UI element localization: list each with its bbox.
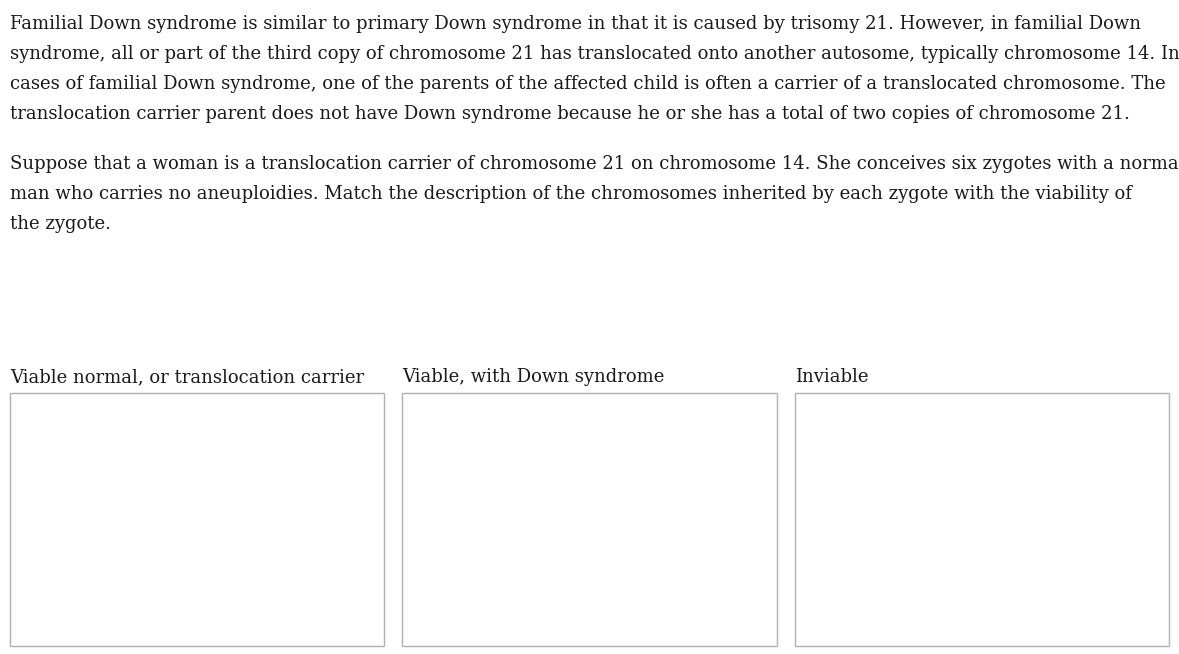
Text: Viable, with Down syndrome: Viable, with Down syndrome [402, 368, 665, 386]
Text: syndrome, all or part of the third copy of chromosome 21 has translocated onto a: syndrome, all or part of the third copy … [9, 45, 1179, 63]
Text: cases of familial Down syndrome, one of the parents of the affected child is oft: cases of familial Down syndrome, one of … [9, 75, 1166, 93]
Text: Inviable: Inviable [795, 368, 868, 386]
Text: Suppose that a woman is a translocation carrier of chromosome 21 on chromosome 1: Suppose that a woman is a translocation … [9, 155, 1179, 173]
Text: the zygote.: the zygote. [9, 215, 111, 233]
Text: Familial Down syndrome is similar to primary Down syndrome in that it is caused : Familial Down syndrome is similar to pri… [9, 15, 1141, 33]
Text: man who carries no aneuploidies. Match the description of the chromosomes inheri: man who carries no aneuploidies. Match t… [9, 185, 1132, 203]
Bar [402, 393, 777, 646]
Text: Viable normal, or translocation carrier: Viable normal, or translocation carrier [9, 368, 364, 386]
Text: translocation carrier parent does not have Down syndrome because he or she has a: translocation carrier parent does not ha… [9, 105, 1129, 123]
Bar [9, 393, 384, 646]
Bar [795, 393, 1170, 646]
